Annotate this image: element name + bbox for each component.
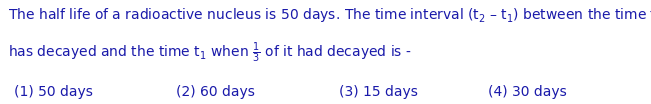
Text: has decayed and the time t$_{1}$ when $\frac{1}{3}$ of it had decayed is -: has decayed and the time t$_{1}$ when $\… — [8, 41, 411, 65]
Text: The half life of a radioactive nucleus is 50 days. The time interval (t$_{2}$ – : The half life of a radioactive nucleus i… — [8, 4, 651, 28]
Text: (3) 15 days: (3) 15 days — [339, 85, 417, 99]
Text: (1) 50 days: (1) 50 days — [14, 85, 93, 99]
Text: (4) 30 days: (4) 30 days — [488, 85, 567, 99]
Text: (2) 60 days: (2) 60 days — [176, 85, 255, 99]
